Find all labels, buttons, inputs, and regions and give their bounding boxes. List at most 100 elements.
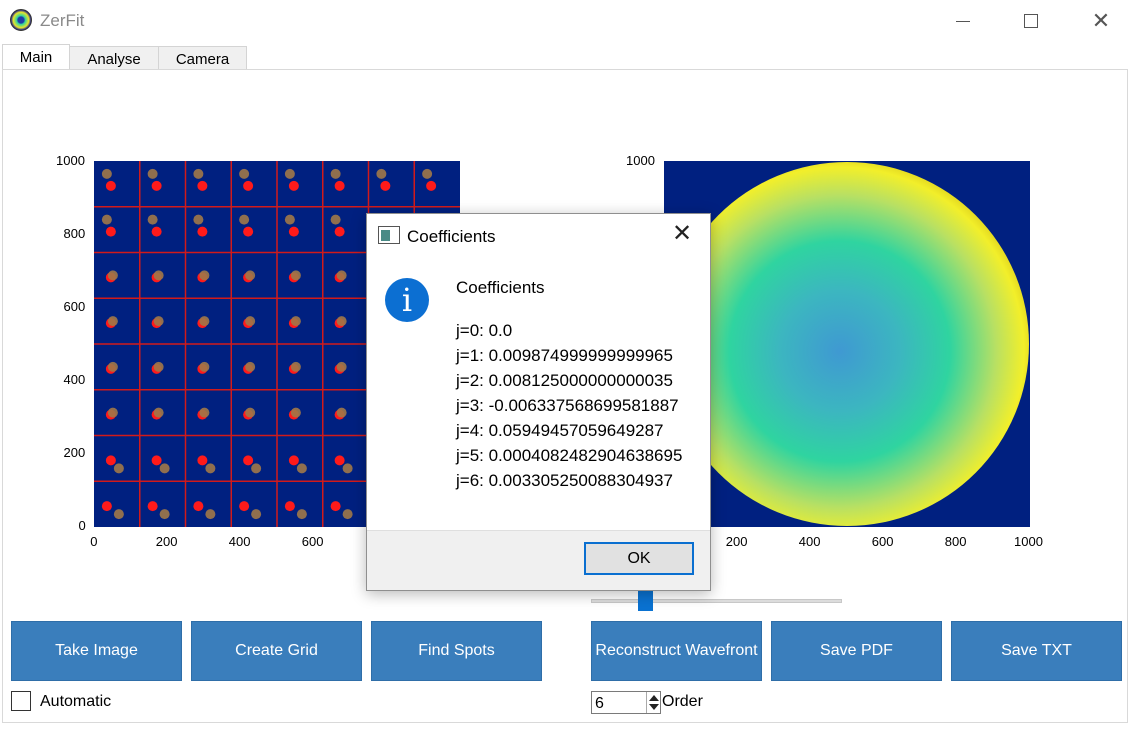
reference-spot (243, 180, 254, 191)
reference-spot (288, 455, 299, 466)
automatic-label: Automatic (40, 693, 112, 710)
coefficient-line: j=5: 0.0004082482904638695 (456, 446, 683, 465)
coefficient-line: j=4: 0.05949457059649287 (456, 421, 664, 440)
reference-spot (239, 501, 250, 512)
detected-spot (239, 214, 250, 225)
detected-spot (336, 270, 347, 281)
find-spots-button[interactable]: Find Spots (371, 621, 542, 681)
reference-spot (147, 501, 158, 512)
maximize-button[interactable] (1008, 6, 1054, 36)
reference-spot (284, 501, 295, 512)
reference-spot (288, 226, 299, 237)
reference-spot (197, 226, 208, 237)
order-label: Order (662, 693, 703, 710)
detected-spot (290, 270, 301, 281)
spin-up-icon[interactable] (649, 695, 659, 701)
dialog-close-button[interactable]: ✕ (672, 220, 693, 247)
minimize-button[interactable] (940, 6, 986, 36)
reference-spot (380, 180, 391, 191)
dialog-title: Coefficients (407, 227, 496, 246)
reference-spot (243, 226, 254, 237)
reference-spot (151, 226, 162, 237)
reference-spot (105, 226, 116, 237)
tab-main[interactable]: Main (2, 44, 70, 70)
detected-spot (147, 214, 158, 225)
detected-spot (199, 361, 210, 372)
coefficient-line: j=2: 0.008125000000000035 (456, 371, 673, 390)
automatic-checkbox[interactable] (11, 691, 31, 711)
tab-analyse[interactable]: Analyse (69, 46, 159, 70)
tab-camera[interactable]: Camera (158, 46, 247, 70)
reference-spot (105, 455, 116, 466)
detected-spot (336, 361, 347, 372)
title-bar: ZerFit ✕ (0, 0, 1135, 40)
detected-spot (342, 509, 353, 520)
order-value[interactable]: 6 (595, 695, 604, 712)
x-tick-label: 400 (798, 534, 821, 549)
detected-spot (336, 316, 347, 327)
spin-down-icon[interactable] (649, 704, 659, 710)
detected-spot (342, 463, 353, 474)
minimize-icon (956, 20, 970, 22)
app-logo-icon (10, 9, 32, 31)
detected-spot (205, 509, 216, 520)
detected-spot (113, 463, 124, 474)
save-pdf-button[interactable]: Save PDF (771, 621, 942, 681)
detected-spot (251, 463, 262, 474)
x-tick-label: 800 (944, 534, 967, 549)
detected-spot (153, 361, 164, 372)
detected-spot (245, 361, 256, 372)
detected-spot (107, 361, 118, 372)
detected-spot (239, 168, 250, 179)
detected-spot (193, 214, 204, 225)
main-panel (2, 69, 1128, 723)
detected-spot (284, 168, 295, 179)
detected-spot (147, 168, 158, 179)
order-spinbox[interactable]: 6 (591, 691, 661, 714)
info-icon: i (385, 278, 429, 322)
coefficient-line: j=1: 0.009874999999999965 (456, 346, 673, 365)
detected-spot (107, 407, 118, 418)
reconstruct-wavefront-button[interactable]: Reconstruct Wavefront (591, 621, 762, 681)
y-tick-label: 800 (63, 226, 86, 241)
dialog-heading: Coefficients (456, 278, 545, 297)
detected-spot (101, 168, 112, 179)
detected-spot (159, 509, 170, 520)
y-tick-label: 1000 (626, 153, 655, 168)
detected-spot (245, 270, 256, 281)
detected-spot (153, 316, 164, 327)
detected-spot (101, 214, 112, 225)
detected-spot (245, 316, 256, 327)
window-icon (378, 226, 400, 244)
detected-spot (245, 407, 256, 418)
y-tick-label: 0 (78, 518, 86, 533)
detected-spot (290, 316, 301, 327)
detected-spot (290, 407, 301, 418)
app-title: ZerFit (40, 11, 85, 30)
detected-spot (336, 407, 347, 418)
x-tick-label: 1000 (1014, 534, 1043, 549)
save-txt-button[interactable]: Save TXT (951, 621, 1122, 681)
detected-spot (330, 168, 341, 179)
ok-button[interactable]: OK (584, 542, 694, 575)
reference-spot (288, 180, 299, 191)
detected-spot (330, 214, 341, 225)
reference-spot (197, 180, 208, 191)
slider-track[interactable] (591, 599, 842, 603)
detected-spot (422, 168, 433, 179)
take-image-button[interactable]: Take Image (11, 621, 182, 681)
reference-spot (101, 501, 112, 512)
close-window-button[interactable]: ✕ (1078, 6, 1124, 36)
create-grid-button[interactable]: Create Grid (191, 621, 362, 681)
coefficient-line: j=0: 0.0 (456, 321, 513, 340)
close-icon: ✕ (1091, 8, 1111, 33)
detected-spot (290, 361, 301, 372)
reference-spot (334, 226, 345, 237)
reference-spot (197, 455, 208, 466)
detected-spot (153, 270, 164, 281)
detected-spot (296, 509, 307, 520)
reference-spot (151, 455, 162, 466)
coefficient-line: j=3: -0.006337568699581887 (456, 396, 679, 415)
slider-handle[interactable] (638, 591, 653, 611)
detected-spot (199, 270, 210, 281)
